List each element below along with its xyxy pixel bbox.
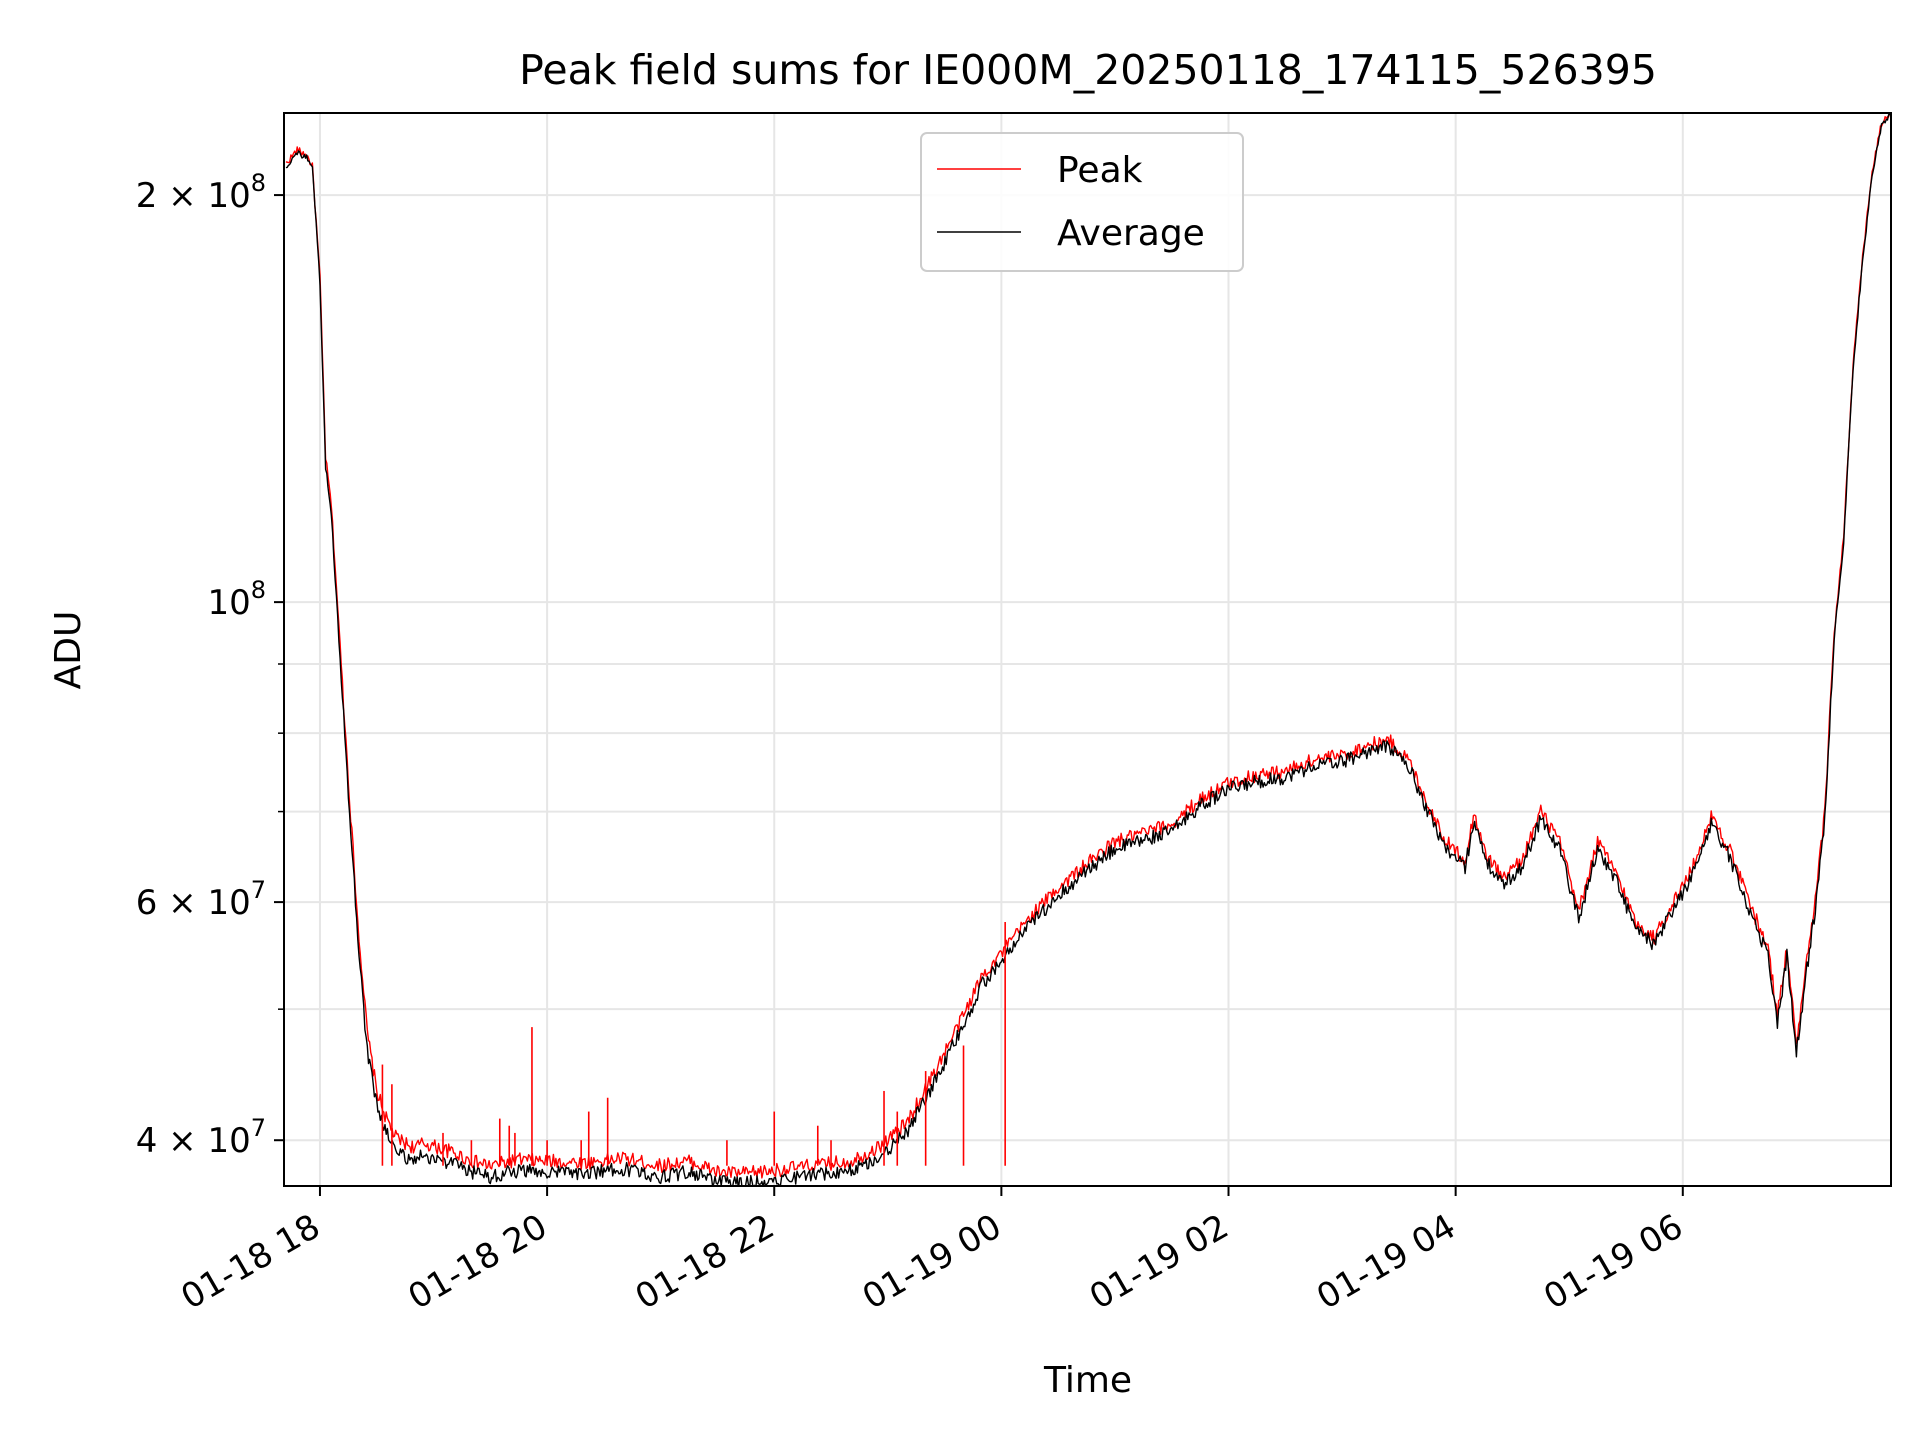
y-tick-label: 4 × 107 xyxy=(136,1114,266,1161)
legend: Peak Average xyxy=(920,132,1244,272)
series-layer xyxy=(285,113,1891,1186)
chart-title: Peak field sums for IE000M_20250118_1741… xyxy=(519,46,1657,94)
legend-label-average: Average xyxy=(1057,213,1205,254)
y-axis-label: ADU xyxy=(48,611,89,690)
x-tick-label: 01-19 04 xyxy=(1310,1207,1462,1318)
x-tick-label: 01-19 02 xyxy=(1083,1207,1235,1318)
plot-frame xyxy=(283,112,1892,1187)
legend-label-peak: Peak xyxy=(1057,150,1143,191)
y-tick-label: 108 xyxy=(207,576,266,623)
x-tick-label: 01-18 18 xyxy=(174,1207,326,1318)
y-tick-label: 2 × 108 xyxy=(136,169,266,216)
legend-box xyxy=(920,132,1244,272)
x-tick-label: 01-18 22 xyxy=(629,1207,781,1318)
series-line-average xyxy=(285,113,1891,1186)
x-tick-label: 01-19 00 xyxy=(856,1207,1008,1318)
series-clip-group xyxy=(285,113,1891,1186)
x-axis-label: Time xyxy=(1043,1360,1132,1401)
gridlines xyxy=(284,113,1891,1186)
y-tick-label: 6 × 107 xyxy=(136,876,266,923)
x-tick-label: 01-18 20 xyxy=(402,1207,554,1318)
x-tick-label: 01-19 06 xyxy=(1537,1207,1689,1318)
